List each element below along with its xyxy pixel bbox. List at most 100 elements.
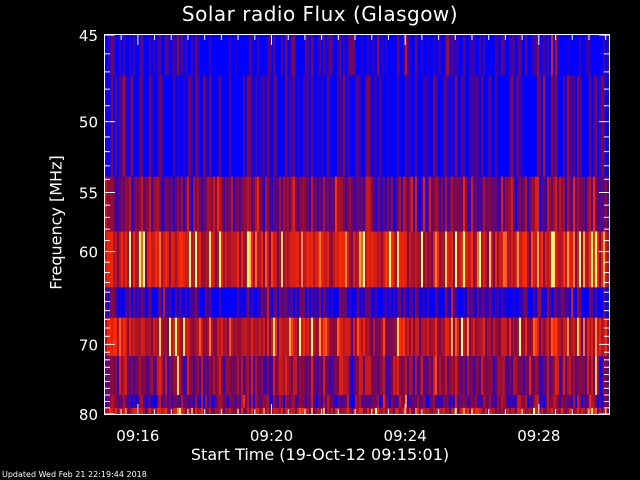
heatmap-cell: [445, 75, 448, 177]
heatmap-cell: [255, 395, 258, 408]
heatmap-cell: [399, 356, 402, 396]
heatmap-cell: [137, 317, 140, 357]
heatmap-cell: [607, 356, 610, 396]
heatmap-cell: [389, 176, 392, 232]
heatmap-cell: [447, 356, 450, 396]
heatmap-cell: [421, 317, 424, 357]
heatmap-cell: [129, 231, 132, 288]
heatmap-cell: [397, 395, 400, 408]
heatmap-cell: [401, 317, 404, 357]
heatmap-cell: [435, 75, 438, 177]
heatmap-cell: [125, 176, 128, 232]
heatmap-cell: [119, 75, 122, 177]
heatmap-cell: [237, 176, 240, 232]
heatmap-cell: [385, 356, 388, 396]
heatmap-cell: [545, 35, 548, 76]
heatmap-cell: [185, 35, 188, 76]
heatmap-cell: [537, 395, 540, 408]
heatmap-cell: [377, 35, 380, 76]
heatmap-cell: [415, 231, 418, 288]
heatmap-cell: [433, 231, 436, 288]
heatmap-cell: [489, 395, 492, 408]
heatmap-cell: [399, 317, 402, 357]
heatmap-cell: [533, 356, 536, 396]
heatmap-cell: [305, 35, 308, 76]
heatmap-band: [107, 35, 610, 76]
heatmap-cell: [327, 75, 330, 177]
heatmap-cell: [151, 176, 154, 232]
heatmap-cell: [115, 176, 118, 232]
heatmap-cell: [513, 356, 516, 396]
heatmap-cell: [251, 35, 254, 76]
heatmap-cell: [557, 231, 560, 288]
heatmap-cell: [495, 287, 498, 318]
heatmap-cell: [473, 35, 476, 76]
heatmap-cell: [359, 75, 362, 177]
heatmap-cell: [127, 287, 130, 318]
heatmap-cell: [253, 231, 256, 288]
heatmap-cell: [381, 407, 384, 414]
heatmap-cell: [581, 317, 584, 357]
heatmap-cell: [159, 75, 162, 177]
heatmap-cell: [443, 356, 446, 396]
heatmap-cell: [327, 317, 330, 357]
heatmap-cell: [185, 176, 188, 232]
heatmap-cell: [271, 317, 274, 357]
heatmap-cell: [159, 231, 162, 288]
heatmap-cell: [149, 35, 152, 76]
heatmap-cell: [565, 176, 568, 232]
heatmap-cell: [175, 176, 178, 232]
heatmap-cell: [135, 231, 138, 288]
heatmap-band: [105, 356, 610, 396]
heatmap-cell: [547, 231, 550, 288]
heatmap-cell: [293, 395, 296, 408]
heatmap-cell: [157, 407, 160, 414]
heatmap-cell: [277, 176, 280, 232]
heatmap-cell: [409, 35, 412, 76]
heatmap-cell: [425, 407, 428, 414]
heatmap-cell: [481, 231, 484, 288]
heatmap-cell: [453, 35, 456, 76]
heatmap-cell: [451, 75, 454, 177]
heatmap-cell: [457, 176, 460, 232]
heatmap-cell: [487, 395, 490, 408]
heatmap-cell: [577, 356, 580, 396]
heatmap-cell: [177, 317, 180, 357]
heatmap-cell: [531, 407, 534, 414]
heatmap-cell: [359, 395, 362, 408]
heatmap-cell: [261, 317, 264, 357]
heatmap-cell: [367, 35, 370, 76]
heatmap-cell: [137, 287, 140, 318]
heatmap-cell: [373, 356, 376, 396]
heatmap-cell: [515, 407, 518, 414]
heatmap-cell: [395, 407, 398, 414]
heatmap-cell: [503, 35, 506, 76]
heatmap-cell: [589, 317, 592, 357]
heatmap-cell: [247, 287, 250, 318]
heatmap-cell: [361, 356, 364, 396]
heatmap-cell: [359, 356, 362, 396]
heatmap-cell: [169, 231, 172, 288]
heatmap-cell: [489, 317, 492, 357]
heatmap-cell: [179, 395, 182, 408]
heatmap-cell: [531, 395, 534, 408]
heatmap-cell: [393, 356, 396, 396]
heatmap-cell: [193, 231, 196, 288]
heatmap-cell: [317, 287, 320, 318]
heatmap-cell: [259, 407, 262, 414]
heatmap-cell: [383, 356, 386, 396]
heatmap-cell: [529, 356, 532, 396]
heatmap-cell: [113, 35, 116, 76]
heatmap-cell: [547, 35, 550, 76]
heatmap-cell: [477, 287, 480, 318]
heatmap-cell: [311, 176, 314, 232]
heatmap-cell: [601, 75, 604, 177]
heatmap-cell: [513, 176, 516, 232]
heatmap-cell: [535, 35, 538, 76]
heatmap-cell: [491, 395, 494, 408]
heatmap-cell: [235, 395, 238, 408]
heatmap-cell: [409, 231, 412, 288]
heatmap-cell: [113, 356, 116, 396]
heatmap-cell: [431, 407, 434, 414]
heatmap-cell: [201, 231, 204, 288]
